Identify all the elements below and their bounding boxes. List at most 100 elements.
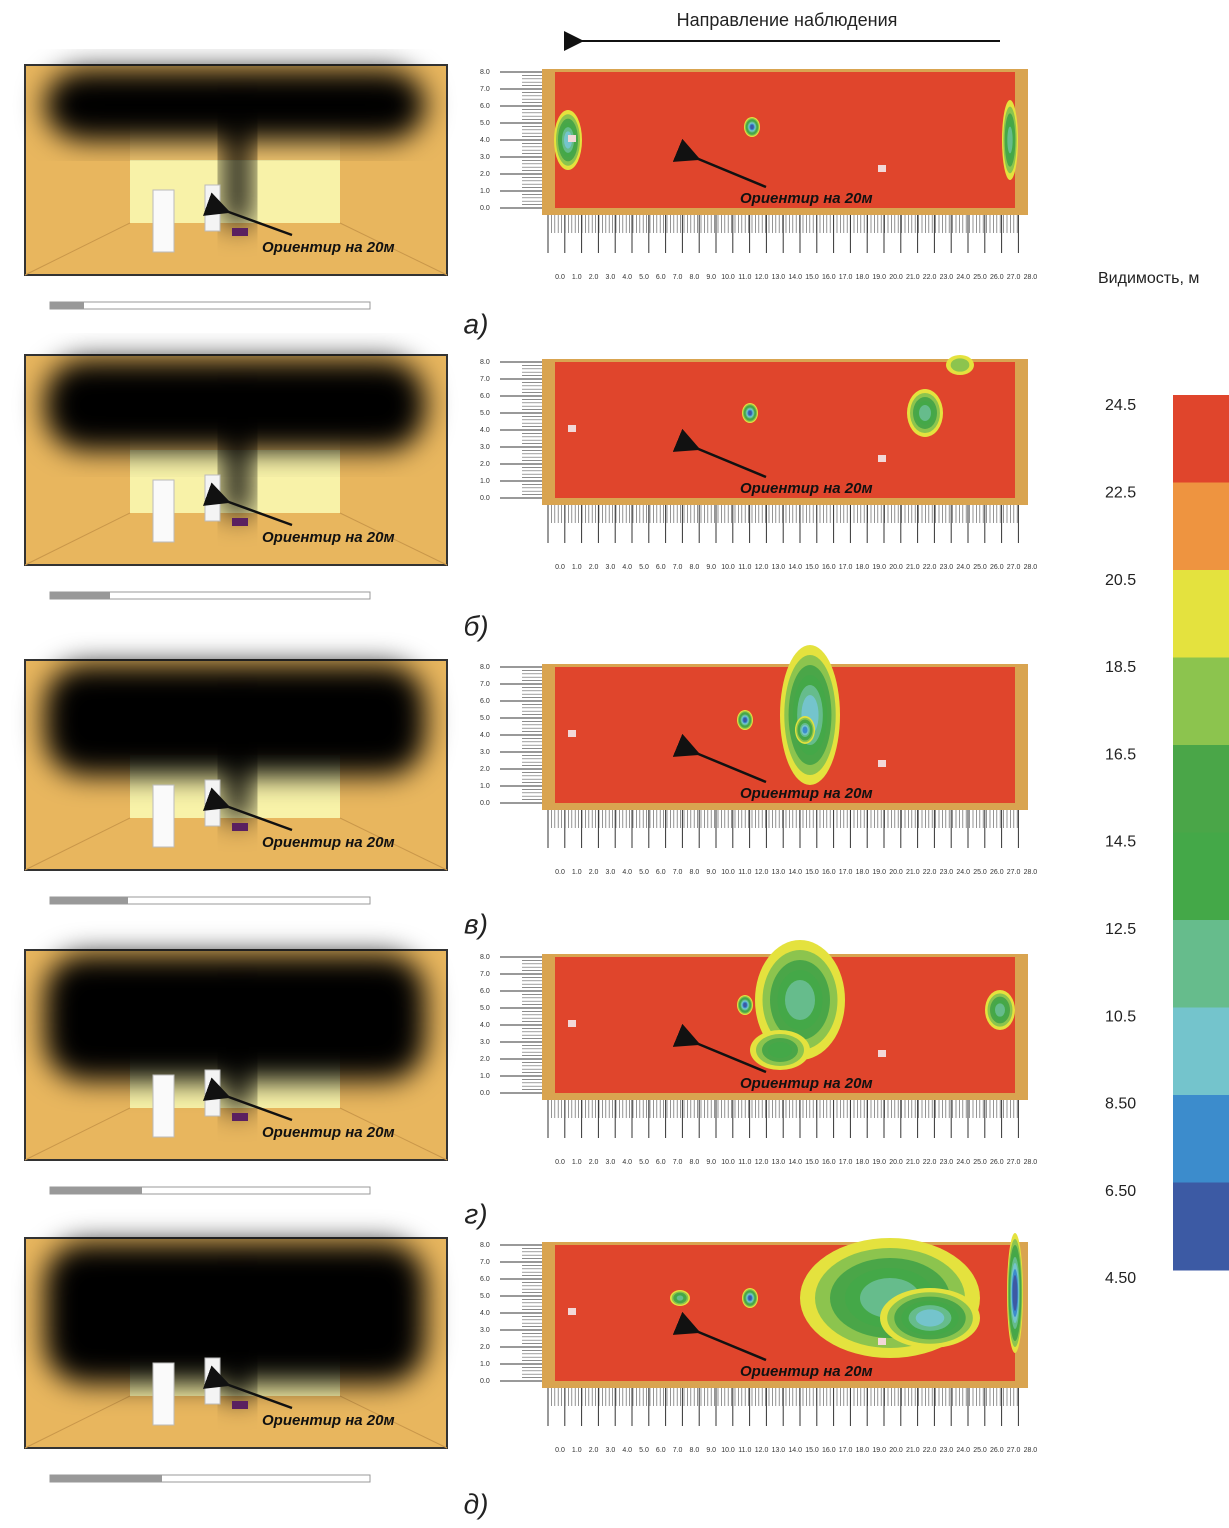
- column: [205, 185, 220, 231]
- x-tick-label: 7.0: [673, 1447, 683, 1454]
- x-tick-label: 19.0: [872, 1159, 886, 1166]
- x-tick-label: 3.0: [606, 564, 616, 571]
- annotation: Ориентир на 20м: [262, 239, 395, 256]
- x-tick-label: 12.0: [755, 869, 769, 876]
- x-tick-label: 24.0: [956, 1159, 970, 1166]
- x-tick-label: 23.0: [940, 869, 954, 876]
- column: [205, 780, 220, 826]
- y-tick-label: 4.0: [480, 732, 490, 739]
- marker: [568, 425, 576, 432]
- x-tick-label: 28.0: [1024, 1159, 1038, 1166]
- page: Направление наблюдения Ориентир на 20м0.…: [0, 0, 1229, 1523]
- x-tick-label: 20.0: [889, 1447, 903, 1454]
- x-tick-label: 27.0: [1007, 274, 1021, 281]
- x-tick-label: 11.0: [738, 274, 751, 281]
- x-tick-label: 5.0: [639, 564, 649, 571]
- x-tick-label: 1.0: [572, 1159, 582, 1166]
- y-tick-label: 4.0: [480, 1022, 490, 1029]
- panel-label: в): [464, 908, 488, 939]
- panel-label: д): [464, 1488, 489, 1519]
- x-tick-label: 19.0: [872, 564, 886, 571]
- y-tick-label: 5.0: [480, 1293, 490, 1300]
- legend-tick-label: 10.5: [1105, 1008, 1136, 1025]
- y-tick-label: 5.0: [480, 1005, 490, 1012]
- x-tick-label: 16.0: [822, 564, 836, 571]
- contour-field: [555, 362, 1015, 498]
- y-tick-label: 0.0: [480, 800, 490, 807]
- source: [232, 518, 248, 526]
- y-tick-label: 1.0: [480, 188, 490, 195]
- x-tick-label: 12.0: [755, 1159, 769, 1166]
- x-tick-label: 11.0: [738, 564, 751, 571]
- progress-bar: [50, 302, 370, 309]
- x-tick-label: 20.0: [889, 869, 903, 876]
- x-tick-label: 1.0: [572, 564, 582, 571]
- y-tick-label: 1.0: [480, 1073, 490, 1080]
- x-tick-label: 26.0: [990, 564, 1004, 571]
- legend-band: [1173, 1095, 1229, 1183]
- x-tick-label: 13.0: [772, 274, 786, 281]
- x-tick-label: 8.0: [690, 1447, 700, 1454]
- x-tick-label: 15.0: [805, 869, 819, 876]
- column: [153, 785, 174, 847]
- x-tick-label: 22.0: [923, 869, 937, 876]
- x-tick-label: 3.0: [606, 1447, 616, 1454]
- x-tick-label: 21.0: [906, 1159, 920, 1166]
- y-tick-label: 7.0: [480, 971, 490, 978]
- x-tick-label: 7.0: [673, 869, 683, 876]
- column: [153, 1363, 174, 1425]
- x-tick-label: 21.0: [906, 1447, 920, 1454]
- x-tick-label: 0.0: [555, 564, 565, 571]
- x-tick-label: 10.0: [721, 274, 735, 281]
- smoke-column: [225, 990, 250, 1110]
- x-tick-label: 21.0: [906, 274, 920, 281]
- y-tick-label: 6.0: [480, 1276, 490, 1283]
- legend-band: [1173, 745, 1229, 833]
- y-tick-label: 3.0: [480, 444, 490, 451]
- x-tick-label: 16.0: [822, 1447, 836, 1454]
- x-tick-label: 17.0: [839, 274, 853, 281]
- x-tick-label: 16.0: [822, 274, 836, 281]
- x-tick-label: 6.0: [656, 1447, 666, 1454]
- contour-blob: [750, 125, 754, 129]
- x-tick-label: 22.0: [923, 1159, 937, 1166]
- y-tick-label: 6.0: [480, 988, 490, 995]
- contour-field: [555, 72, 1015, 208]
- x-tick-label: 24.0: [956, 274, 970, 281]
- x-tick-label: 0.0: [555, 274, 565, 281]
- marker: [878, 1338, 886, 1345]
- y-tick-label: 2.0: [480, 1056, 490, 1063]
- progress-fill: [50, 592, 110, 599]
- x-tick-label: 6.0: [656, 869, 666, 876]
- marker: [878, 165, 886, 172]
- y-tick-label: 2.0: [480, 766, 490, 773]
- x-tick-label: 16.0: [822, 1159, 836, 1166]
- progress-fill: [50, 302, 84, 309]
- x-tick-label: 11.0: [738, 1447, 751, 1454]
- legend-tick-label: 8.50: [1105, 1096, 1136, 1113]
- y-tick-label: 4.0: [480, 1310, 490, 1317]
- y-tick-label: 2.0: [480, 461, 490, 468]
- x-tick-label: 19.0: [872, 1447, 886, 1454]
- y-tick-label: 0.0: [480, 1378, 490, 1385]
- x-tick-label: 23.0: [940, 274, 954, 281]
- y-tick-label: 7.0: [480, 86, 490, 93]
- annotation: Ориентир на 20м: [740, 1075, 873, 1092]
- contour-blob: [748, 411, 752, 415]
- x-tick-label: 28.0: [1024, 869, 1038, 876]
- contour-blob: [1007, 127, 1012, 154]
- x-tick-label: 4.0: [622, 1447, 632, 1454]
- marker: [683, 150, 691, 157]
- legend-tick-label: 14.5: [1105, 834, 1136, 851]
- y-tick-label: 3.0: [480, 1039, 490, 1046]
- marker: [878, 760, 886, 767]
- contour-blob: [1013, 1281, 1016, 1305]
- legend-tick-label: 4.50: [1105, 1270, 1136, 1287]
- annotation: Ориентир на 20м: [262, 834, 395, 851]
- y-tick-label: 4.0: [480, 427, 490, 434]
- y-tick-label: 1.0: [480, 783, 490, 790]
- annotation: Ориентир на 20м: [262, 1412, 395, 1429]
- x-tick-label: 25.0: [973, 274, 987, 281]
- marker: [568, 730, 576, 737]
- column: [153, 190, 174, 252]
